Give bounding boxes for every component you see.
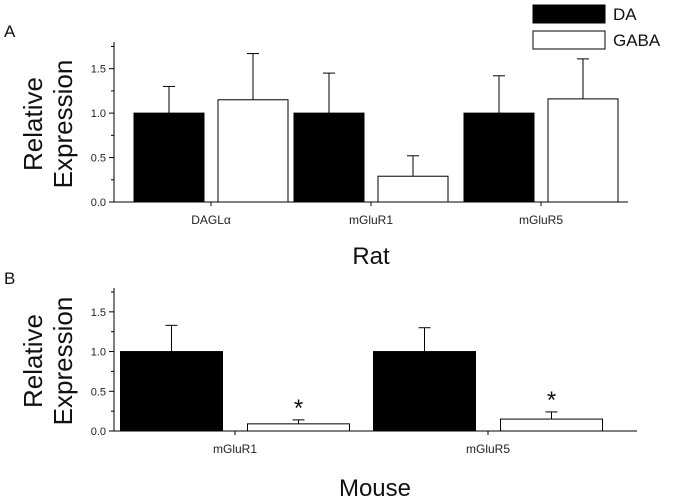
category-label-a: mGluR5 (519, 213, 563, 227)
y-axis-label-b-line1: Relative (18, 314, 48, 408)
bar-gaba-a (217, 99, 289, 203)
y-tick-label-b: 1.5 (91, 307, 106, 319)
y-tick-label-a: 0.0 (91, 197, 106, 209)
category-label-a: DAGLα (191, 213, 231, 227)
panel-b: B Relative Expression Mouse 0.0 0.5 1.0 1.5… (4, 269, 637, 501)
bar-da-a (293, 112, 365, 203)
y-axis-label-a-line1: Relative (18, 77, 48, 171)
category-label-b: mGluR5 (466, 442, 510, 456)
legend-swatch-gaba (532, 30, 606, 50)
y-axis-label-a-line2: Expression (48, 60, 78, 189)
category-label-a: mGluR1 (349, 213, 393, 227)
x-axis-label-a: Rat (352, 243, 390, 270)
bar-da-b (373, 351, 476, 432)
legend-label-gaba: GABA (613, 31, 661, 50)
bar-gaba-a (547, 98, 619, 203)
legend-swatch-da (532, 4, 606, 24)
x-axis-label-b: Mouse (339, 475, 411, 501)
bar-da-a (463, 112, 535, 203)
significance-marker-b: * (547, 387, 556, 414)
bar-gaba-a (377, 175, 449, 203)
bar-da-a (133, 112, 205, 203)
y-axis-label-b: Relative Expression (18, 297, 78, 426)
panel-a: A Relative Expression Rat 0.0 0.5 1.0 1.5 DA… (4, 22, 628, 270)
legend-label-da: DA (613, 5, 637, 24)
bar-gaba-b (500, 418, 603, 432)
y-tick-label-a: 1.0 (91, 108, 106, 120)
y-axis-label-a: Relative Expression (18, 60, 78, 189)
bar-da-b (120, 351, 223, 432)
bar-gaba-b (247, 423, 350, 432)
legend: DA GABA (532, 4, 661, 50)
y-tick-label-b: 1.0 (91, 347, 106, 359)
y-axis-label-b-line2: Expression (48, 297, 78, 426)
y-tick-label-a: 1.5 (91, 64, 106, 76)
significance-marker-b: * (294, 395, 303, 422)
y-tick-label-b: 0.5 (91, 386, 106, 398)
panel-label-a: A (4, 22, 16, 41)
y-tick-label-a: 0.5 (91, 153, 106, 165)
y-tick-label-b: 0.0 (91, 426, 106, 438)
panel-label-b: B (4, 269, 15, 288)
category-label-b: mGluR1 (213, 442, 257, 456)
